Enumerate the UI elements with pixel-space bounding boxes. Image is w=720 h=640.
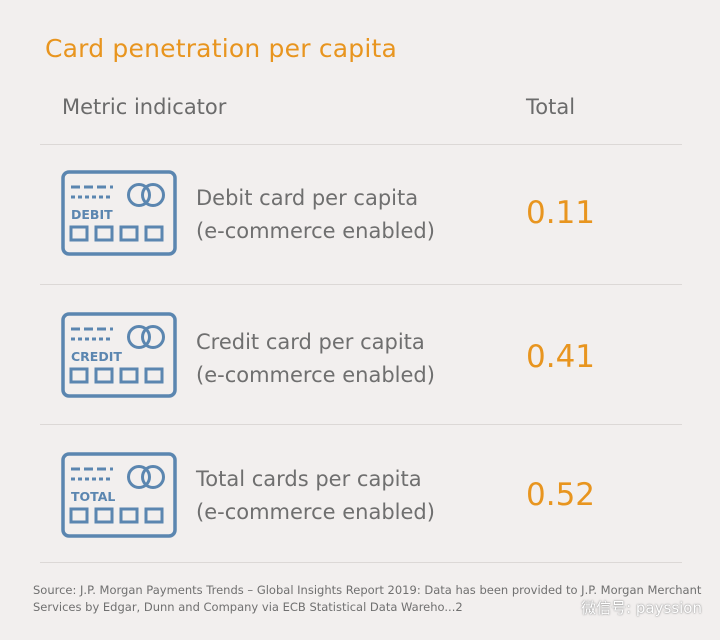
metric-value: 0.52 bbox=[526, 477, 596, 513]
source-note: Source: J.P. Morgan Payments Trends – Gl… bbox=[33, 583, 702, 614]
divider bbox=[40, 144, 682, 145]
header-metric-indicator: Metric indicator bbox=[62, 95, 227, 119]
debit-card-icon: DEBIT bbox=[61, 170, 177, 256]
metric-label-line1: Total cards per capita bbox=[196, 467, 422, 491]
metric-label-line1: Debit card per capita bbox=[196, 186, 419, 210]
divider bbox=[40, 562, 682, 563]
total-card-icon: TOTAL bbox=[61, 452, 177, 538]
metric-label: Credit card per capita (e-commerce enabl… bbox=[196, 326, 435, 392]
card-type-label: CREDIT bbox=[71, 349, 122, 364]
metric-label: Debit card per capita (e-commerce enable… bbox=[196, 182, 435, 248]
table-row-total: TOTAL Total cards per capita (e-commerce… bbox=[0, 425, 720, 565]
credit-card-icon: CREDIT bbox=[61, 312, 177, 398]
metric-label-line2: (e-commerce enabled) bbox=[196, 219, 435, 243]
divider bbox=[40, 284, 682, 285]
metric-label: Total cards per capita (e-commerce enabl… bbox=[196, 463, 435, 529]
page-title: Card penetration per capita bbox=[45, 34, 398, 63]
metric-value: 0.11 bbox=[526, 195, 596, 231]
card-type-label: TOTAL bbox=[71, 489, 115, 504]
watermark: 微信号: payssion bbox=[581, 599, 702, 617]
metric-label-line2: (e-commerce enabled) bbox=[196, 363, 435, 387]
card-type-label: DEBIT bbox=[71, 207, 113, 222]
header-total: Total bbox=[526, 95, 576, 119]
metric-label-line2: (e-commerce enabled) bbox=[196, 500, 435, 524]
metric-label-line1: Credit card per capita bbox=[196, 330, 425, 354]
metric-value: 0.41 bbox=[526, 339, 596, 375]
table-row-debit: DEBIT Debit card per capita (e-commerce … bbox=[0, 145, 720, 285]
divider bbox=[40, 424, 682, 425]
table-row-credit: CREDIT Credit card per capita (e-commerc… bbox=[0, 285, 720, 425]
